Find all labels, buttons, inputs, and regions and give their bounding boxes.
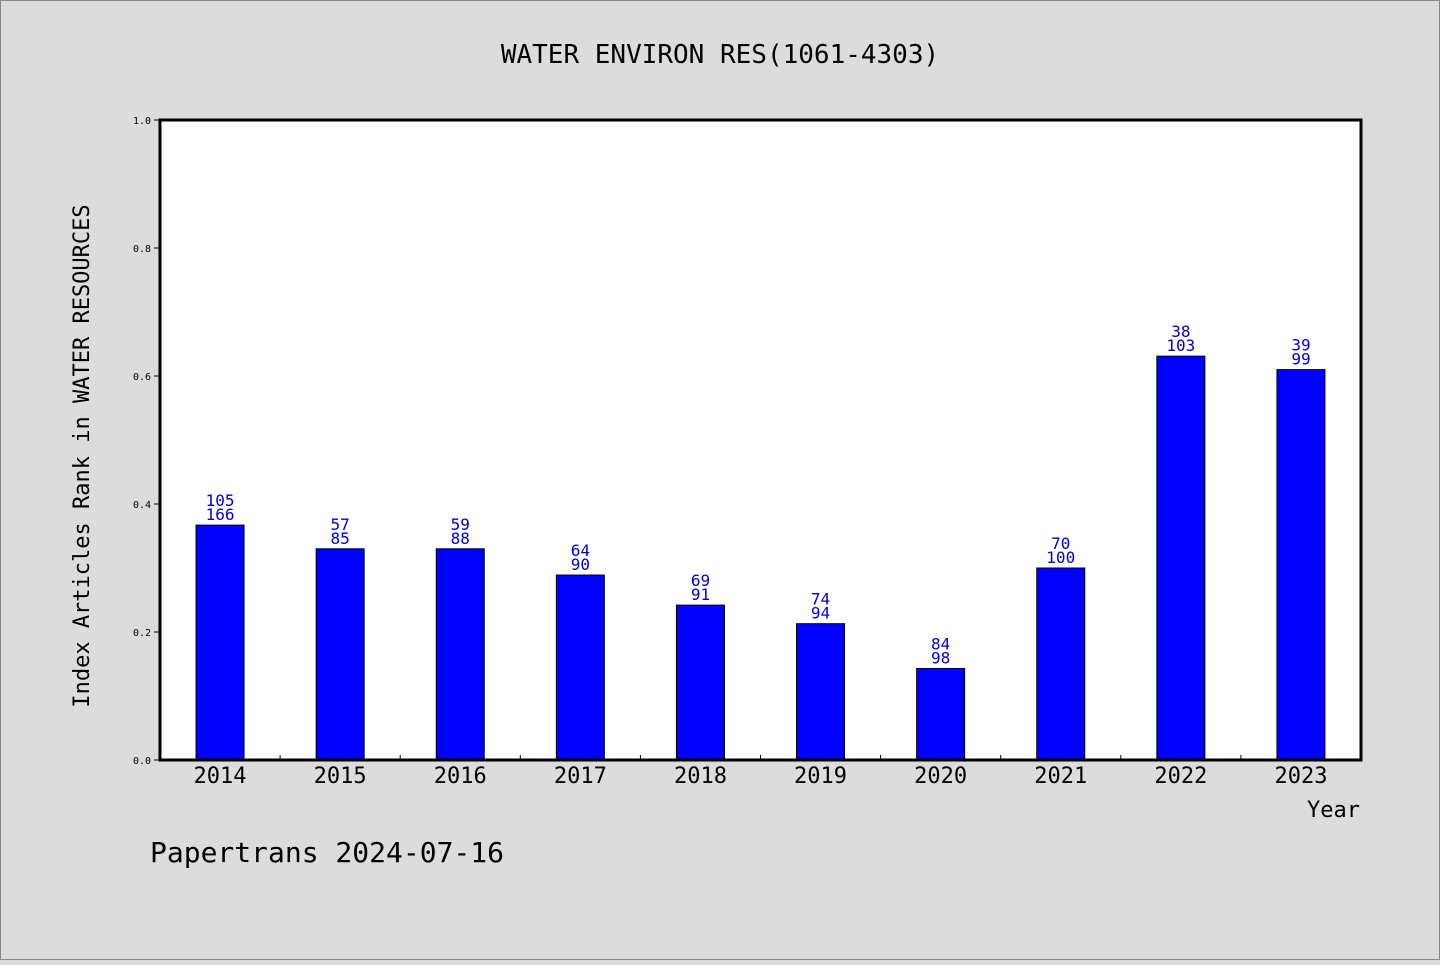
chart-title: WATER ENVIRON RES(1061-4303) [501, 40, 939, 70]
y-tick-label: 0.0 [133, 756, 151, 767]
bar-2016 [435, 548, 485, 761]
bars-group [195, 355, 1326, 761]
bar-total-label-2015: 85 [331, 529, 350, 548]
bar-2017 [555, 574, 605, 761]
bar-total-label-2022: 103 [1166, 336, 1195, 355]
bar-total-label-2018: 91 [691, 585, 710, 604]
x-tick-label-2019: 2019 [794, 764, 847, 789]
x-axis-label: Year [1307, 798, 1360, 823]
x-tick-label-2020: 2020 [914, 764, 967, 789]
bar-2021 [1036, 567, 1086, 761]
x-tick-label-2018: 2018 [674, 764, 727, 789]
bar-total-label-2023: 99 [1291, 350, 1310, 369]
bar-total-label-2014: 166 [206, 505, 235, 524]
y-axis: 0.0 0.2 0.4 0.6 0.8 1.0 [133, 116, 160, 767]
x-tick-label-2023: 2023 [1274, 764, 1327, 789]
bar-2014 [195, 524, 245, 761]
bar-total-label-2020: 98 [931, 648, 950, 667]
bar-rank-label-2019: 74 [811, 590, 830, 609]
bar-rank-label-2023: 39 [1291, 336, 1310, 355]
bar-rank-label-2020: 84 [931, 634, 950, 653]
x-tick-label-2017: 2017 [554, 764, 607, 789]
y-axis-label: Index Articles Rank in WATER RESOURCES [70, 204, 95, 707]
bar-rank-label-2021: 70 [1051, 534, 1070, 553]
bar-rank-label-2022: 38 [1171, 322, 1190, 341]
bar-2023 [1276, 369, 1326, 761]
bar-2015 [315, 548, 365, 761]
bar-rank-label-2015: 57 [331, 515, 350, 534]
bar-2022 [1156, 355, 1206, 761]
bar-total-label-2021: 100 [1046, 548, 1075, 567]
bar-2019 [796, 623, 846, 761]
y-tick-label: 0.4 [133, 500, 151, 511]
x-axis: 2014 2015 2016 2017 2018 2019 2020 2021 2022 2023 [194, 755, 1327, 789]
x-tick-label-2016: 2016 [434, 764, 487, 789]
bar-rank-label-2017: 64 [571, 541, 590, 560]
bar-total-label-2016: 88 [451, 529, 470, 548]
footer-text: Papertrans 2024-07-16 [150, 836, 504, 869]
bar-rank-label-2014: 105 [206, 491, 235, 510]
x-tick-label-2021: 2021 [1034, 764, 1087, 789]
bar-2018 [675, 604, 725, 761]
x-tick-label-2015: 2015 [314, 764, 367, 789]
y-tick-label: 0.8 [133, 244, 151, 255]
x-tick-label-2014: 2014 [194, 764, 247, 789]
y-tick-label: 0.2 [133, 628, 151, 639]
bar-total-label-2017: 90 [571, 555, 590, 574]
bar-rank-label-2018: 69 [691, 571, 710, 590]
y-tick-label: 0.6 [133, 372, 151, 383]
plot-border [158, 118, 1363, 762]
bar-2020 [916, 667, 966, 761]
x-tick-label-2022: 2022 [1154, 764, 1207, 789]
y-tick-label: 1.0 [133, 116, 151, 127]
bar-total-label-2019: 94 [811, 604, 830, 623]
bar-rank-label-2016: 59 [451, 515, 470, 534]
